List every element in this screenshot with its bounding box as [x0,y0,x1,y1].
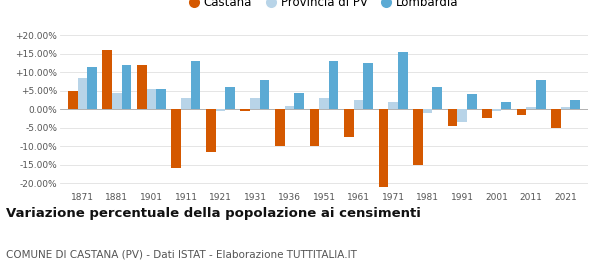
Bar [379,109,388,187]
Bar [388,102,398,109]
Bar [241,109,250,111]
Bar [68,91,77,109]
Bar [482,109,492,118]
Bar [226,87,235,109]
Bar [206,109,215,152]
Bar [319,98,329,109]
Legend: Castana, Provincia di PV, Lombardia: Castana, Provincia di PV, Lombardia [185,0,463,14]
Bar [275,109,284,146]
Bar [398,52,407,109]
Bar [502,102,511,109]
Bar [353,100,364,109]
Bar [112,93,122,109]
Bar [561,107,571,109]
Bar [364,63,373,109]
Bar [433,87,442,109]
Bar [87,67,97,109]
Bar [146,89,156,109]
Bar [250,98,260,109]
Bar [344,109,353,137]
Bar [260,80,269,109]
Bar [526,107,536,109]
Bar [103,50,112,109]
Bar [517,109,526,115]
Bar [191,61,200,109]
Bar [492,109,502,111]
Bar [457,109,467,122]
Bar [172,109,181,168]
Bar [571,100,580,109]
Bar [467,94,476,109]
Text: Variazione percentuale della popolazione ai censimenti: Variazione percentuale della popolazione… [6,207,421,220]
Bar [77,78,87,109]
Bar [137,65,146,109]
Bar [448,109,457,126]
Bar [284,106,295,109]
Bar [181,98,191,109]
Bar [536,80,545,109]
Bar [422,109,433,113]
Bar [122,65,131,109]
Text: COMUNE DI CASTANA (PV) - Dati ISTAT - Elaborazione TUTTITALIA.IT: COMUNE DI CASTANA (PV) - Dati ISTAT - El… [6,249,357,259]
Bar [329,61,338,109]
Bar [215,109,226,111]
Bar [551,109,561,128]
Bar [156,89,166,109]
Bar [310,109,319,146]
Bar [295,93,304,109]
Bar [413,109,422,165]
